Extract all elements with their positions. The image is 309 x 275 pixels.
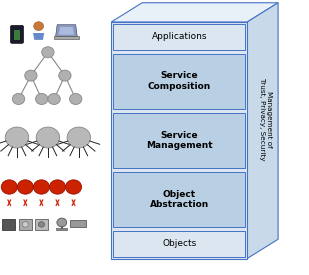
Circle shape [66, 180, 82, 194]
Polygon shape [33, 33, 44, 40]
Circle shape [49, 180, 66, 194]
Text: Service
Composition: Service Composition [148, 72, 211, 91]
Circle shape [70, 94, 82, 104]
Text: Applications: Applications [151, 32, 207, 41]
Polygon shape [247, 3, 278, 258]
Text: Service
Management: Service Management [146, 131, 213, 150]
Text: Objects: Objects [162, 240, 196, 248]
FancyBboxPatch shape [113, 172, 245, 227]
Polygon shape [56, 25, 77, 36]
Circle shape [48, 94, 60, 104]
FancyBboxPatch shape [113, 113, 245, 168]
FancyBboxPatch shape [35, 219, 48, 230]
FancyBboxPatch shape [2, 219, 15, 230]
Circle shape [33, 180, 49, 194]
Circle shape [38, 222, 44, 227]
Circle shape [36, 94, 48, 104]
Polygon shape [111, 22, 247, 258]
FancyBboxPatch shape [14, 29, 20, 40]
FancyBboxPatch shape [11, 26, 23, 43]
Circle shape [12, 94, 25, 104]
FancyBboxPatch shape [113, 24, 245, 50]
FancyBboxPatch shape [70, 220, 86, 227]
FancyBboxPatch shape [113, 54, 245, 109]
Circle shape [67, 127, 91, 148]
Circle shape [25, 70, 37, 81]
Circle shape [42, 47, 54, 58]
Polygon shape [111, 3, 278, 22]
FancyBboxPatch shape [113, 231, 245, 257]
FancyBboxPatch shape [54, 36, 79, 39]
FancyBboxPatch shape [19, 219, 32, 230]
Circle shape [36, 127, 60, 148]
Circle shape [1, 180, 17, 194]
Circle shape [22, 222, 28, 227]
Text: Management of
Trust, Privacy, Security: Management of Trust, Privacy, Security [259, 78, 272, 161]
Text: Object
Abstraction: Object Abstraction [150, 190, 209, 209]
Circle shape [57, 218, 67, 227]
FancyBboxPatch shape [56, 228, 67, 230]
Circle shape [59, 70, 71, 81]
Circle shape [34, 22, 44, 31]
Circle shape [5, 127, 29, 148]
Circle shape [17, 180, 33, 194]
Polygon shape [59, 27, 74, 35]
